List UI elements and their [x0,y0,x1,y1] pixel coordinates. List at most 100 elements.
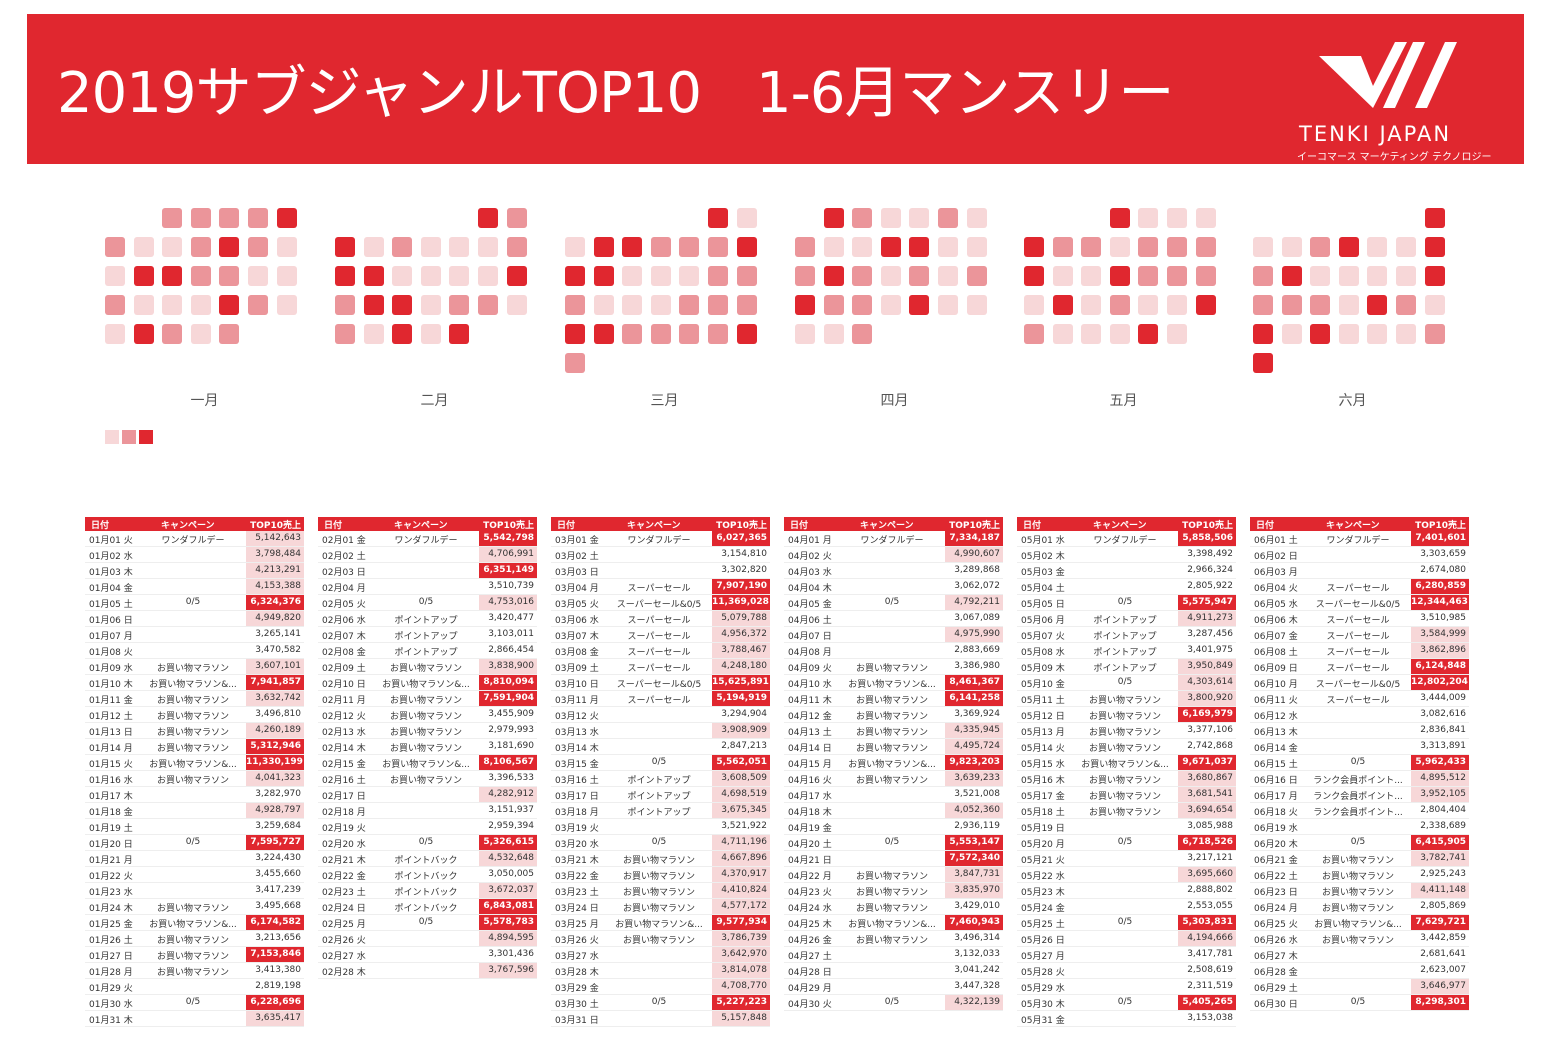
table-row[interactable]: 04月17 水 3,521,008 [784,787,1003,803]
calendar-day-cell[interactable] [679,237,699,257]
table-row[interactable]: 02月17 日 4,282,912 [318,787,537,803]
calendar-day-cell[interactable] [824,295,844,315]
table-row[interactable]: 03月16 土 ポイントアップ 3,608,509 [551,771,770,787]
calendar-day-cell[interactable] [651,266,671,286]
table-row[interactable]: 04月02 火 4,990,607 [784,547,1003,563]
table-row[interactable]: 04月26 金 お買い物マラソン 3,496,314 [784,931,1003,947]
header-value[interactable]: TOP10売上 [716,521,767,531]
table-row[interactable]: 05月02 木 3,398,492 [1017,547,1236,563]
calendar-day-cell[interactable] [1110,295,1130,315]
table-row[interactable]: 02月01 金 ワンダフルデー 5,542,798 [318,531,537,547]
calendar-day-cell[interactable] [364,237,384,257]
table-row[interactable]: 06月15 土 0/5 5,962,433 [1250,755,1469,771]
calendar-day-cell[interactable] [1024,324,1044,344]
calendar-day-cell[interactable] [219,237,239,257]
calendar-day-cell[interactable] [1167,324,1187,344]
header-value[interactable]: TOP10売上 [1415,521,1466,531]
table-row[interactable]: 03月04 月 スーパーセール 7,907,190 [551,579,770,595]
table-row[interactable]: 01月18 金 4,928,797 [85,803,304,819]
calendar-day-cell[interactable] [565,324,585,344]
table-row[interactable]: 02月03 日 6,351,149 [318,563,537,579]
calendar-day-cell[interactable] [1110,324,1130,344]
calendar-day-cell[interactable] [824,266,844,286]
calendar-day-cell[interactable] [219,295,239,315]
calendar-day-cell[interactable] [478,266,498,286]
calendar-day-cell[interactable] [622,324,642,344]
table-row[interactable]: 06月16 日 ランク会員ポイント... 4,895,512 [1250,771,1469,787]
calendar-day-cell[interactable] [421,295,441,315]
table-row[interactable]: 02月14 木 お買い物マラソン 3,181,690 [318,739,537,755]
table-row[interactable]: 03月22 金 お買い物マラソン 4,370,917 [551,867,770,883]
calendar-day-cell[interactable] [594,266,614,286]
calendar-day-cell[interactable] [1425,324,1445,344]
table-row[interactable]: 04月03 水 3,289,868 [784,563,1003,579]
table-row[interactable]: 06月19 水 2,338,689 [1250,819,1469,835]
table-row[interactable]: 02月28 木 3,767,596 [318,963,537,979]
table-row[interactable]: 01月01 火 ワンダフルデー 5,142,643 [85,531,304,547]
calendar-day-cell[interactable] [392,266,412,286]
calendar-day-cell[interactable] [277,295,297,315]
table-row[interactable]: 03月19 火 3,521,922 [551,819,770,835]
calendar-day-cell[interactable] [967,266,987,286]
calendar-day-cell[interactable] [248,266,268,286]
calendar-day-cell[interactable] [967,295,987,315]
header-date[interactable]: 日付 [91,521,110,531]
calendar-day-cell[interactable] [364,295,384,315]
table-row[interactable]: 05月20 月 0/5 6,718,526 [1017,835,1236,851]
calendar-day-cell[interactable] [565,295,585,315]
calendar-day-cell[interactable] [967,237,987,257]
calendar-day-cell[interactable] [881,266,901,286]
calendar-day-cell[interactable] [1138,324,1158,344]
table-row[interactable]: 06月14 金 3,313,891 [1250,739,1469,755]
calendar-day-cell[interactable] [824,324,844,344]
table-row[interactable]: 01月30 水 0/5 6,228,696 [85,995,304,1011]
calendar-day-cell[interactable] [737,295,757,315]
header-date[interactable]: 日付 [324,521,343,531]
calendar-day-cell[interactable] [708,324,728,344]
calendar-day-cell[interactable] [852,237,872,257]
calendar-day-cell[interactable] [1024,266,1044,286]
table-row[interactable]: 01月23 水 3,417,239 [85,883,304,899]
table-row[interactable]: 01月11 金 お買い物マラソン 3,632,742 [85,691,304,707]
calendar-day-cell[interactable] [162,295,182,315]
calendar-day-cell[interactable] [852,295,872,315]
table-row[interactable]: 03月10 日 スーパーセール&0/5 15,625,891 [551,675,770,691]
table-row[interactable]: 06月17 月 ランク会員ポイント... 3,952,105 [1250,787,1469,803]
table-row[interactable]: 02月20 水 0/5 5,326,615 [318,835,537,851]
table-row[interactable]: 05月27 月 3,417,781 [1017,947,1236,963]
table-row[interactable]: 05月03 金 2,966,324 [1017,563,1236,579]
calendar-day-cell[interactable] [449,237,469,257]
table-row[interactable]: 04月01 月 ワンダフルデー 7,334,187 [784,531,1003,547]
table-row[interactable]: 05月28 火 2,508,619 [1017,963,1236,979]
calendar-day-cell[interactable] [1196,266,1216,286]
calendar-day-cell[interactable] [622,266,642,286]
table-row[interactable]: 01月21 月 3,224,430 [85,851,304,867]
table-row[interactable]: 02月02 土 4,706,991 [318,547,537,563]
table-row[interactable]: 01月06 日 4,949,820 [85,611,304,627]
calendar-day-cell[interactable] [679,295,699,315]
table-row[interactable]: 03月13 水 3,908,909 [551,723,770,739]
calendar-day-cell[interactable] [1110,237,1130,257]
table-row[interactable]: 03月27 水 3,642,970 [551,947,770,963]
calendar-day-cell[interactable] [335,324,355,344]
table-row[interactable]: 04月05 金 0/5 4,792,211 [784,595,1003,611]
table-row[interactable]: 02月15 金 お買い物マラソン&... 8,106,567 [318,755,537,771]
table-row[interactable]: 06月23 日 お買い物マラソン 4,411,148 [1250,883,1469,899]
calendar-day-cell[interactable] [1196,295,1216,315]
calendar-day-cell[interactable] [248,295,268,315]
calendar-day-cell[interactable] [392,237,412,257]
table-row[interactable]: 06月29 土 3,646,977 [1250,979,1469,995]
table-row[interactable]: 04月24 水 お買い物マラソン 3,429,010 [784,899,1003,915]
table-row[interactable]: 02月05 火 0/5 4,753,016 [318,595,537,611]
header-campaign[interactable]: キャンペーン [1326,521,1380,531]
table-row[interactable]: 06月24 月 お買い物マラソン 2,805,869 [1250,899,1469,915]
calendar-day-cell[interactable] [1425,237,1445,257]
table-row[interactable]: 03月03 日 3,302,820 [551,563,770,579]
calendar-day-cell[interactable] [191,324,211,344]
calendar-day-cell[interactable] [191,208,211,228]
calendar-day-cell[interactable] [1367,295,1387,315]
calendar-day-cell[interactable] [219,324,239,344]
table-row[interactable]: 06月05 水 スーパーセール&0/5 12,344,463 [1250,595,1469,611]
table-row[interactable]: 03月28 木 3,814,078 [551,963,770,979]
table-row[interactable]: 02月25 月 0/5 5,578,783 [318,915,537,931]
